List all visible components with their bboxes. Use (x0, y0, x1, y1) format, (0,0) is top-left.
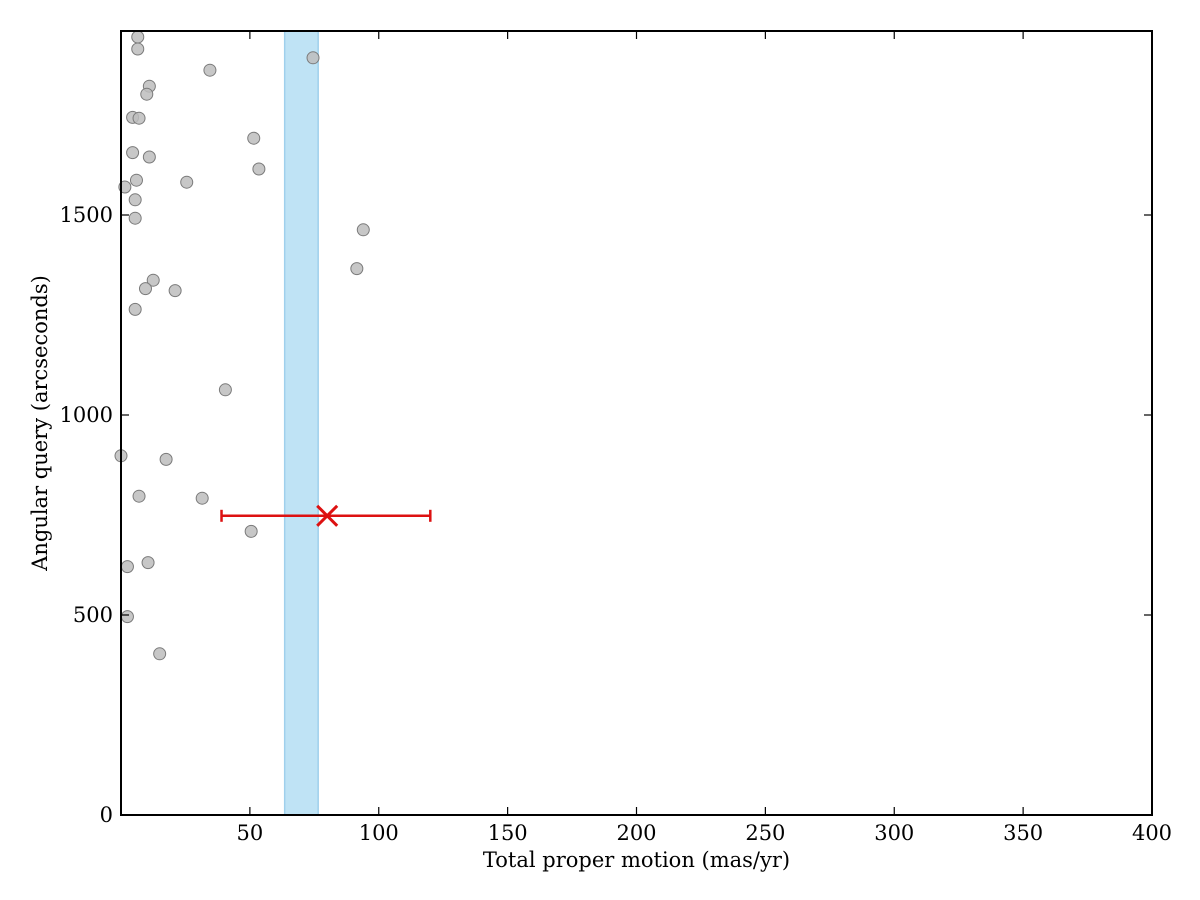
scatter-point (252, 162, 266, 176)
axis-ticks: 50 100 150 200 250 300 350 400 0 500 1000 1500 (60, 31, 1172, 845)
scatter-point (350, 262, 364, 276)
scatter-point (128, 302, 142, 316)
x-axis-title: Total proper motion (mas/yr) (483, 848, 790, 872)
highlight-marker (316, 504, 339, 527)
plot-frame (120, 30, 1153, 816)
scatter-point (132, 489, 146, 503)
y-tick-label: 500 (73, 603, 113, 627)
x-tick-label: 350 (1003, 821, 1043, 845)
x-tick-label: 400 (1132, 821, 1172, 845)
scatter-point (138, 282, 152, 296)
x-tick-label: 100 (359, 821, 399, 845)
scatter-point (146, 273, 160, 287)
scatter-point (247, 131, 261, 145)
scatter-point (168, 284, 182, 298)
scatter-point (306, 51, 320, 65)
x-tick-label: 150 (488, 821, 528, 845)
scatter-point (142, 150, 156, 164)
scatter-point (131, 30, 145, 44)
scatter-point (120, 610, 134, 624)
x-tick-label: 50 (237, 821, 264, 845)
scatter-point (132, 111, 146, 125)
scatter-point (128, 193, 142, 207)
y-tick-label: 1500 (60, 203, 113, 227)
scatter-point (153, 647, 167, 661)
scatter-point (180, 175, 194, 189)
highlight-band (283, 30, 319, 816)
scatter-point (140, 87, 154, 101)
y-tick-label: 1000 (60, 403, 113, 427)
plot-area (114, 30, 432, 816)
scatter-point (131, 42, 145, 56)
scatter-point (195, 491, 209, 505)
x-tick-label: 300 (874, 821, 914, 845)
scatter-point (126, 146, 140, 160)
scatter-point (203, 63, 217, 77)
x-tick-label: 250 (745, 821, 785, 845)
y-tick-label: 0 (100, 803, 113, 827)
scatter-point (218, 383, 232, 397)
scatter-point (128, 211, 142, 225)
scatter-point (356, 223, 370, 237)
y-axis-title: Angular query (arcseconds) (28, 275, 52, 572)
scatter-point (159, 452, 173, 466)
scatter-point (244, 524, 258, 538)
scatter-point (129, 173, 143, 187)
scatter-point (141, 556, 155, 570)
x-tick-label: 200 (616, 821, 656, 845)
scatter-point (120, 560, 134, 574)
